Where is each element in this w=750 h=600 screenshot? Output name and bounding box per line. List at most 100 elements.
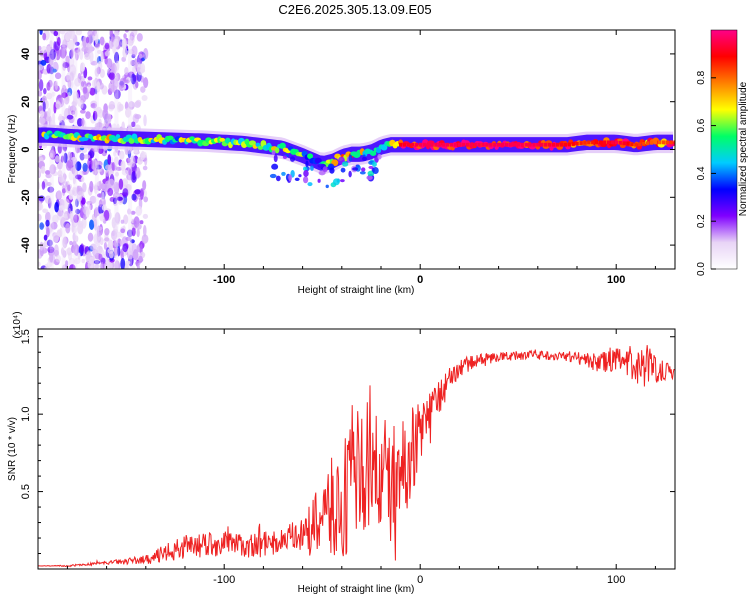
spectrogram-cell [58,176,65,183]
spectrogram-cell [89,263,96,269]
spectrogram-cell [110,230,118,241]
spectrogram-cell [136,228,140,238]
spectrogram-cell [143,77,149,89]
spectrogram-cell [72,91,79,103]
spectrogram-cell [42,32,47,41]
spectrogram-cell [68,257,76,267]
spectrogram-cell [426,142,430,147]
spectrogram-cell [665,140,669,145]
spectrogram-cell [49,40,53,48]
spectrogram-cell [322,166,328,173]
spectrogram-cell [96,49,102,55]
spectrogram-cell [673,140,675,145]
spectrogram-cell [69,30,76,40]
spectrogram-cell [126,49,133,55]
x-tick-label: -100 [213,274,235,286]
spectrogram-cell [113,30,120,36]
spectrogram-cell [55,101,62,110]
spectrogram-cell [314,157,322,164]
spectrogram-cell [131,265,136,269]
spectrogram-cell [127,229,133,238]
spectrogram-cell [104,42,110,50]
spectrogram-cell [618,140,622,145]
spectrogram-cell [361,167,366,172]
spectrogram-cell [82,162,88,172]
spectrogram-cell [69,64,77,77]
spectrogram-cell [39,222,45,230]
spectrogram-cell [96,66,101,75]
spectrogram-cell [341,161,349,167]
spectrogram-cell [54,80,59,91]
spectrogram-cell [56,209,64,221]
spectrogram-cell [93,208,98,219]
spectrogram-cell [76,117,83,127]
spectrogram-cell [113,38,120,48]
spectrogram-cell [614,140,618,145]
spectrogram-cell [45,173,52,179]
spectrogram-cell [135,81,139,89]
spectrogram-cell [52,232,60,243]
spectrogram-cell [69,105,77,113]
spectrogram-cell [138,255,143,264]
spectrogram-cell [121,169,129,176]
spectrogram-cell [329,167,335,174]
spectrogram-cell [124,30,130,33]
spectrogram-cell [113,181,120,194]
spectrogram-panel: -100 0 100 40 20 0 -20 -40 Height of straight l… [7,29,676,296]
spectrogram-cell [52,68,57,73]
y-tick-label: 0.5 [20,484,32,499]
spectrogram-cell [438,142,442,147]
spectrogram-cell [43,87,47,95]
spectrogram-cell [87,157,93,170]
spectrogram-cell [43,234,48,241]
spectrogram-cell [446,142,450,147]
spectrogram-cell [275,175,281,182]
spectrogram-cell [130,73,137,85]
spectrogram-cell [47,186,55,193]
spectrogram-cell [422,142,426,147]
spectrogram-cell [332,178,340,186]
spectrogram-cell [653,140,658,145]
spectrogram-cell [75,30,83,36]
spectrogram-cell [46,92,53,100]
colorbar-tick-label: 0.2 [696,214,707,228]
spectrogram-cell [77,46,81,56]
spectrogram-cell [66,159,74,169]
chart-title: C2E6.2025.305.13.09.E05 [278,2,431,17]
spectrogram-cell [97,253,103,261]
spectrogram-cell [551,142,556,147]
spectrogram-cell [661,140,666,145]
spectrogram-cell [92,169,97,175]
spectrogram-cell [469,142,473,147]
spectrogram-cell [38,195,45,202]
spectrogram-cell [128,242,134,253]
spectrogram-cell [123,214,129,225]
spectrogram-cell [453,142,458,147]
spectrogram-cell [113,239,119,247]
spectrogram-cell [58,205,66,211]
spectrogram-cell [41,45,47,54]
spectrogram-cell [77,252,81,260]
spectrogram-cell [622,141,626,146]
spectrogram-cell [114,51,120,64]
spectrogram-cell [98,229,103,237]
spectrogram-cell [130,121,136,128]
spectrogram-streak [73,30,78,269]
spectrogram-cell [140,150,145,161]
spectrogram-cell [94,33,99,45]
spectrogram-cell [128,35,135,44]
spectrogram-cell [166,135,174,141]
y-tick-label: 0 [20,146,32,152]
spectrogram-cell [38,200,42,211]
snr-panel: -100 0 100 1.5 1.0 0.5 (x10⁴) Height of strai… [7,311,676,595]
spectrogram-cell [75,41,80,46]
spectrogram-cell [85,36,90,44]
spectrogram-cell [132,64,137,75]
spectrogram-cell [116,196,123,201]
spectrogram-cell [104,228,110,236]
y-tick-label: -20 [20,189,32,205]
spectrogram-cell [307,182,313,187]
spectrogram-cell [74,77,81,87]
spectrogram-cell [128,169,132,176]
spectrogram-cell [75,208,81,215]
